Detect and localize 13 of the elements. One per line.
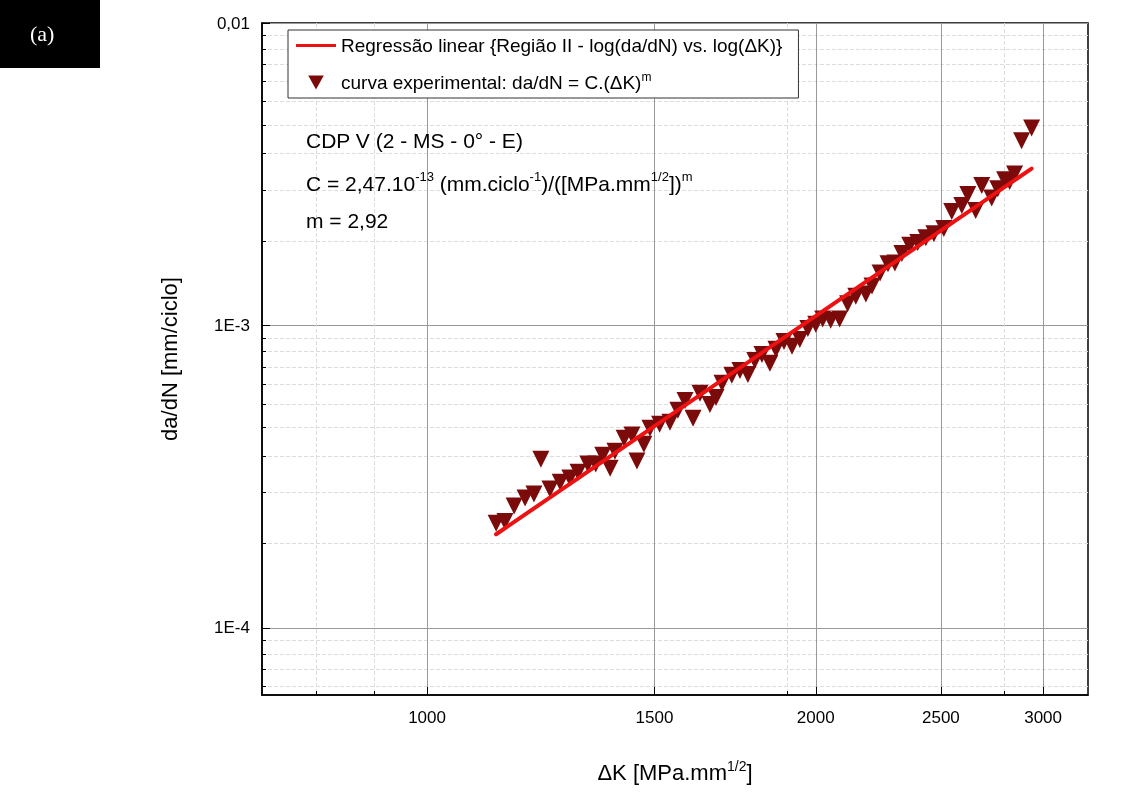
y-tick-label: 1E-4 bbox=[214, 618, 250, 638]
annotation: CDP V (2 - MS - 0° - E) bbox=[306, 129, 523, 152]
annotation: m = 2,92 bbox=[306, 209, 389, 232]
x-tick-label: 2000 bbox=[796, 708, 835, 727]
legend-label: Regressão linear {Região II - log(da/dN) vs. log(ΔK)} bbox=[341, 35, 783, 56]
y-tick-label: 1E-3 bbox=[214, 315, 250, 335]
x-tick-label: 1000 bbox=[408, 708, 446, 727]
x-tick-label: 2500 bbox=[921, 708, 960, 727]
y-axis-title: da/dN [mm/ciclo] bbox=[156, 277, 182, 441]
x-tick-label: 3000 bbox=[1024, 708, 1063, 727]
y-tick-label: 0,01 bbox=[216, 13, 250, 33]
text: (a) bbox=[30, 20, 55, 46]
x-tick-label: 1500 bbox=[635, 708, 674, 727]
